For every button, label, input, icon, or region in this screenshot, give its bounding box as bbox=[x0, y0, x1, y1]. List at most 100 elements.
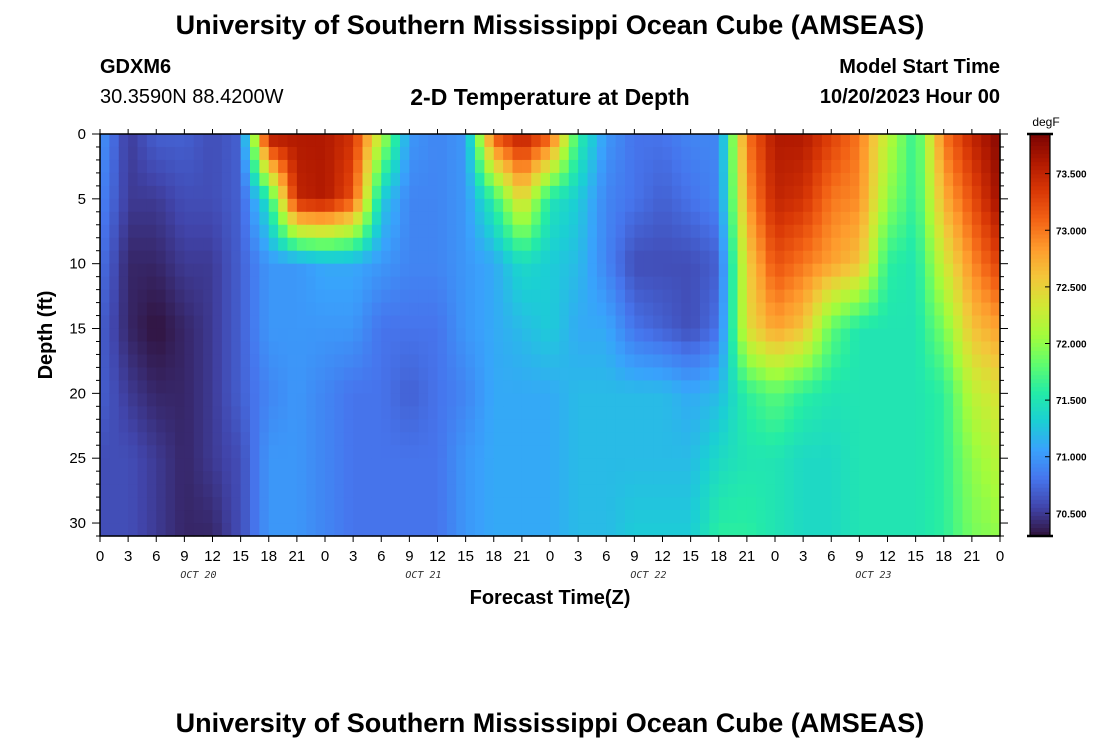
heatmap-cell bbox=[146, 146, 157, 161]
heatmap-cell bbox=[240, 419, 251, 433]
heatmap-cell bbox=[503, 289, 514, 304]
heatmap-cell bbox=[887, 497, 898, 511]
heatmap-cell bbox=[128, 393, 139, 407]
heatmap-cell bbox=[175, 134, 185, 148]
heatmap-cell bbox=[493, 393, 504, 407]
heatmap-cell bbox=[203, 263, 214, 278]
heatmap-cell bbox=[128, 276, 139, 291]
heatmap-cell bbox=[887, 458, 898, 472]
heatmap-cell bbox=[418, 432, 429, 446]
heatmap-cell bbox=[371, 315, 382, 330]
heatmap-cell bbox=[437, 237, 448, 252]
heatmap-cell bbox=[521, 237, 532, 252]
heatmap-cell bbox=[634, 185, 645, 200]
heatmap-cell bbox=[109, 393, 120, 407]
heatmap-cell bbox=[943, 510, 954, 524]
heatmap-cell bbox=[653, 185, 664, 200]
heatmap-cell bbox=[812, 159, 823, 174]
heatmap-cell bbox=[971, 302, 982, 317]
heatmap-cell bbox=[615, 134, 626, 148]
heatmap-cell bbox=[231, 134, 242, 148]
heatmap-cell bbox=[971, 523, 982, 537]
heatmap-cell bbox=[493, 146, 504, 161]
heatmap-cell bbox=[193, 211, 204, 226]
heatmap-cell bbox=[484, 224, 495, 239]
colorbar-band bbox=[1030, 218, 1050, 224]
heatmap-cell bbox=[578, 445, 589, 459]
heatmap-cell bbox=[690, 380, 701, 394]
heatmap-cell bbox=[634, 354, 645, 369]
heatmap-cell bbox=[840, 172, 851, 187]
heatmap-cell bbox=[343, 354, 354, 369]
heatmap-cell bbox=[578, 523, 589, 537]
heatmap-cell bbox=[981, 315, 992, 330]
heatmap-cell bbox=[156, 510, 167, 524]
heatmap-cell bbox=[512, 224, 523, 239]
heatmap-cell bbox=[531, 406, 542, 420]
heatmap-cell bbox=[540, 393, 551, 407]
heatmap-cell bbox=[990, 198, 1001, 213]
heatmap-cell bbox=[465, 146, 476, 161]
heatmap-cell bbox=[690, 367, 701, 381]
heatmap-cell bbox=[128, 250, 139, 265]
heatmap-cell bbox=[831, 406, 842, 420]
heatmap-cell bbox=[906, 289, 917, 304]
heatmap-cell bbox=[718, 367, 729, 381]
heatmap-cell bbox=[634, 134, 645, 148]
heatmap-cell bbox=[118, 510, 129, 524]
heatmap-cell bbox=[821, 211, 832, 226]
heatmap-cell bbox=[971, 380, 982, 394]
heatmap-cell bbox=[709, 289, 720, 304]
heatmap-cell bbox=[596, 159, 607, 174]
heatmap-cell bbox=[606, 172, 617, 187]
heatmap-cell bbox=[315, 471, 326, 485]
heatmap-cell bbox=[859, 328, 870, 343]
heatmap-cell bbox=[456, 523, 467, 537]
heatmap-cell bbox=[334, 497, 345, 511]
heatmap-cell bbox=[475, 263, 485, 278]
heatmap-cell bbox=[465, 263, 476, 278]
heatmap-cell bbox=[184, 146, 195, 161]
x-tick-label: 12 bbox=[879, 548, 896, 565]
heatmap-cell bbox=[568, 172, 579, 187]
heatmap-cell bbox=[925, 302, 935, 317]
heatmap-cell bbox=[409, 211, 420, 226]
heatmap-cell bbox=[475, 432, 485, 446]
heatmap-cell bbox=[643, 185, 654, 200]
heatmap-cell bbox=[625, 263, 635, 278]
heatmap-cell bbox=[259, 445, 270, 459]
heatmap-cell bbox=[878, 484, 889, 498]
heatmap-cell bbox=[531, 497, 542, 511]
heatmap-cell bbox=[709, 302, 720, 317]
heatmap-cell bbox=[465, 484, 476, 498]
heatmap-cell bbox=[325, 250, 335, 265]
colorbar-tick-label: 71.500 bbox=[1056, 396, 1087, 407]
heatmap-cell bbox=[334, 354, 345, 369]
heatmap-cell bbox=[850, 237, 860, 252]
heatmap-cell bbox=[821, 263, 832, 278]
heatmap-cell bbox=[840, 146, 851, 161]
heatmap-cell bbox=[634, 393, 645, 407]
heatmap-cell bbox=[850, 328, 860, 343]
heatmap-cell bbox=[578, 341, 589, 356]
heatmap-cell bbox=[446, 367, 457, 381]
heatmap-cell bbox=[296, 419, 307, 433]
heatmap-cell bbox=[362, 471, 373, 485]
heatmap-cell bbox=[606, 445, 617, 459]
heatmap-cell bbox=[484, 159, 495, 174]
colorbar-band bbox=[1030, 326, 1050, 332]
heatmap-cell bbox=[625, 393, 635, 407]
heatmap-cell bbox=[390, 289, 401, 304]
heatmap-cell bbox=[156, 458, 167, 472]
heatmap-cell bbox=[259, 458, 270, 472]
heatmap-cell bbox=[287, 237, 298, 252]
heatmap-cell bbox=[400, 328, 410, 343]
heatmap-cell bbox=[784, 471, 795, 485]
heatmap-cell bbox=[250, 471, 260, 485]
heatmap-cell bbox=[540, 458, 551, 472]
heatmap-cell bbox=[175, 445, 185, 459]
heatmap-cell bbox=[100, 367, 110, 381]
y-tick-label: 5 bbox=[78, 191, 86, 208]
heatmap-cell bbox=[437, 419, 448, 433]
heatmap-cell bbox=[953, 523, 964, 537]
